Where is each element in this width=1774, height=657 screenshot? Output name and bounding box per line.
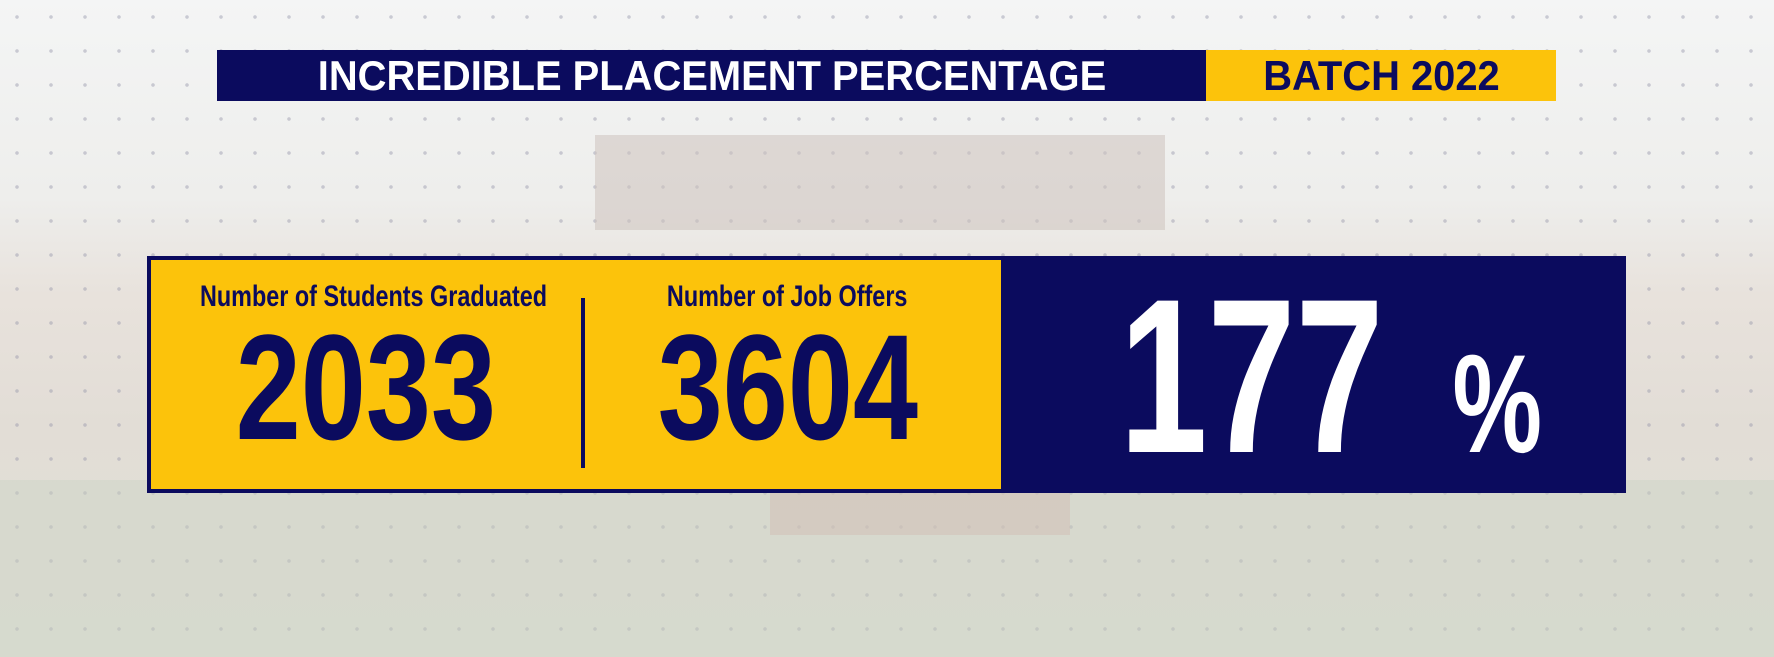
- percentage: 177%: [1001, 266, 1626, 486]
- divider: [581, 298, 585, 468]
- stat-label: Number of Job Offers: [667, 280, 908, 313]
- title-bar: INCREDIBLE PLACEMENT PERCENTAGE: [217, 50, 1206, 101]
- title: INCREDIBLE PLACEMENT PERCENTAGE: [317, 52, 1106, 99]
- percentage-value: 177: [1119, 253, 1384, 499]
- background-building: [595, 135, 1165, 230]
- stat: Number of Students Graduated 2033: [151, 260, 581, 489]
- background-building: [770, 490, 1070, 535]
- batch: BATCH 2022: [1262, 52, 1500, 99]
- batch-bar: BATCH 2022: [1206, 50, 1556, 101]
- stat-label: Number of Students Graduated: [199, 280, 548, 313]
- percentage-unit: %: [1452, 325, 1542, 482]
- stat-value: 3604: [657, 303, 918, 471]
- stat: Number of Job Offers 3604: [585, 260, 990, 489]
- stat-value: 2033: [235, 303, 497, 471]
- percentage-box: 177%: [1001, 256, 1626, 493]
- stats-box: Number of Students Graduated 2033 Number…: [147, 256, 1001, 493]
